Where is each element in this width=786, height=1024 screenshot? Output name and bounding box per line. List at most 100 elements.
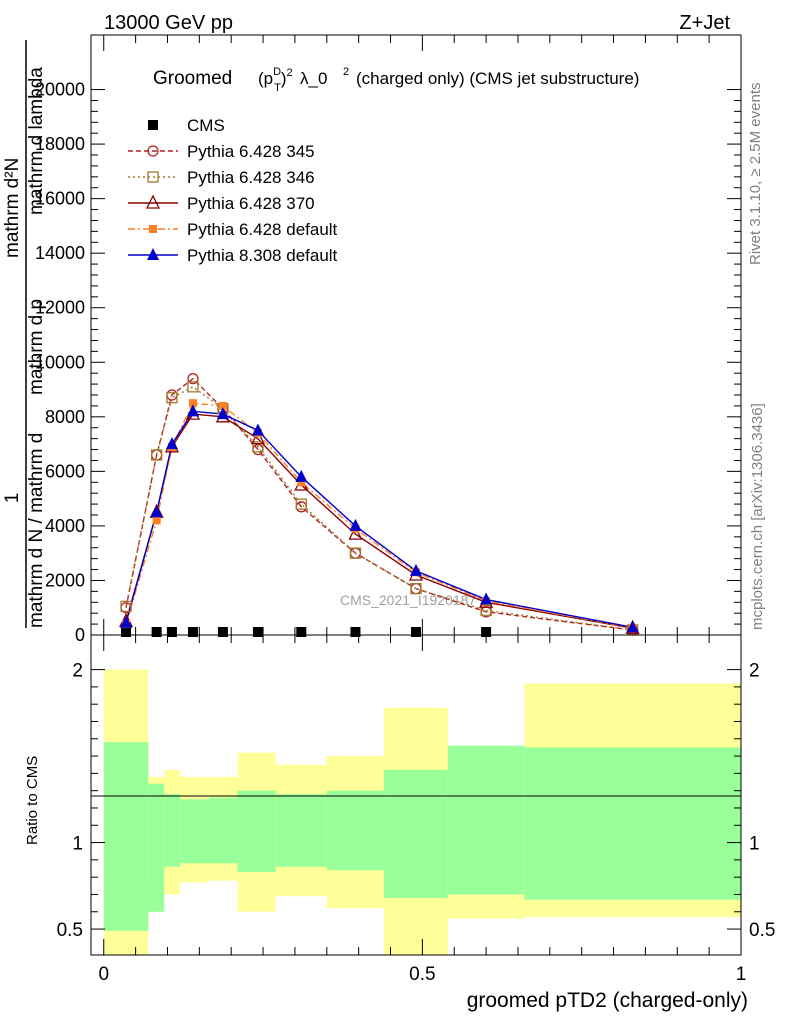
legend-label-p345: Pythia 6.428 345 — [187, 142, 315, 161]
ratio-inner-band — [384, 769, 448, 898]
watermark: CMS_2021_I1920187 — [340, 592, 476, 608]
title-mid: λ_0 — [300, 69, 327, 88]
header-left: 13000 GeV pp — [104, 12, 233, 34]
main-x-ticks — [103, 35, 742, 635]
ratio-y-tick-label: 2 — [72, 661, 83, 682]
ratio-x-axis: 0 0.5 1 — [98, 635, 746, 985]
p8-marker — [349, 518, 362, 531]
cms-marker — [121, 627, 132, 637]
p8-marker — [165, 437, 178, 450]
p346-marker — [252, 441, 264, 453]
x-tick-label: 1 — [736, 964, 747, 985]
cms-marker — [148, 120, 158, 130]
cms-marker — [151, 627, 162, 637]
title-ptd: (pD T)2 — [258, 66, 293, 94]
p346-marker — [120, 600, 132, 613]
p8-marker — [216, 407, 229, 420]
p8-marker — [295, 469, 308, 482]
y-tick-label: 18000 — [35, 134, 85, 154]
cms-marker — [217, 627, 228, 637]
ylabel-one: 1 — [2, 493, 23, 504]
pdef-marker — [297, 478, 306, 487]
legend-label-cms: CMS — [187, 116, 225, 135]
ratio-bands — [103, 669, 741, 955]
legend-label-p8: Pythia 8.308 default — [187, 246, 338, 265]
p8-marker — [150, 505, 163, 518]
ratio-y-tick-label: 1 — [72, 834, 83, 855]
p8-marker — [186, 404, 199, 417]
ratio-inner-band — [326, 790, 385, 871]
plot-title: Groomed (pD T)2 λ_0 2 (charged only) (CMS… — [153, 66, 639, 94]
p345-marker — [147, 145, 159, 157]
cms-marker — [187, 627, 198, 637]
y-tick-label: 14000 — [35, 243, 85, 263]
legend-label-p370: Pythia 6.428 370 — [187, 194, 315, 213]
p370-marker — [348, 525, 363, 540]
p370-marker — [250, 430, 266, 445]
ratio-inner-band — [275, 794, 327, 867]
x-tick-label: 0.5 — [409, 964, 435, 985]
p8-marker — [626, 620, 639, 633]
p370-marker — [145, 194, 161, 209]
cms-marker — [411, 627, 421, 637]
p346-marker — [480, 604, 492, 617]
p346-marker — [150, 449, 163, 461]
main-y-axis: 0 2000 4000 6000 8000 10000 12000 14000 16000 180… — [35, 80, 741, 645]
p346-marker — [295, 498, 307, 510]
title-suffix: (charged only) (CMS jet substructure) — [356, 69, 639, 88]
ratio-inner-band — [103, 742, 149, 931]
p346-line — [125, 385, 633, 631]
y-tick-label: 4000 — [45, 516, 85, 536]
ratio-inner-band — [148, 783, 165, 912]
legend-label-pdef: Pythia 6.428 default — [187, 220, 338, 239]
y-tick-label: 16000 — [35, 189, 85, 209]
x-tick-label: 0 — [98, 964, 109, 985]
y-tick-label: 12000 — [35, 298, 85, 318]
ratio-y-tick-label-right: 2 — [749, 661, 760, 682]
p346-marker — [410, 582, 422, 595]
p346-marker — [147, 171, 159, 183]
p345-marker — [187, 372, 199, 385]
legend: CMS Pythia 6.428 345 Pythia 6.428 346 Pythi… — [128, 116, 338, 265]
p8-marker — [410, 563, 422, 576]
p8-marker — [120, 615, 133, 628]
p346-marker — [166, 392, 178, 404]
p346-marker — [187, 381, 199, 393]
cms-marker — [252, 627, 263, 637]
side-top-label: Rivet 3.1.10, ≥ 2.5M events — [747, 83, 764, 266]
p8-marker — [480, 592, 493, 605]
title-prefix: Groomed — [153, 68, 232, 89]
ylabel-lambdatop: mathrm d lambda — [26, 67, 47, 215]
pdef-marker — [149, 225, 157, 233]
title-exp: 2 — [343, 66, 349, 78]
cms-marker — [481, 627, 492, 637]
p346-marker — [349, 547, 362, 559]
y-tick-label: 6000 — [45, 461, 85, 481]
y-tick-label: 10000 — [35, 352, 85, 372]
ratio-inner-band — [447, 745, 525, 895]
y-tick-label: 8000 — [45, 407, 85, 427]
ratio-inner-band — [180, 799, 209, 864]
ratio-y-tick-label-right: 1 — [749, 834, 760, 855]
legend-label-p346: Pythia 6.428 346 — [187, 168, 315, 187]
ylabel-line3: mathrm d N / mathrm d — [26, 433, 47, 628]
side-bottom-label: mcplots.cern.ch [arXiv:1306.3436] — [749, 403, 766, 630]
ratio-inner-band — [208, 797, 238, 864]
cms-marker — [166, 627, 177, 637]
x-axis-label: groomed pTD2 (charged-only) — [467, 989, 748, 1012]
ratio-inner-band — [164, 794, 181, 867]
pdef-marker — [188, 399, 197, 408]
pdef-marker — [152, 516, 161, 525]
ylabel-line2: mathrm d p — [26, 299, 47, 395]
y-tick-label: 20000 — [35, 80, 85, 100]
y-tick-label: 2000 — [45, 570, 85, 590]
p8-marker — [251, 423, 264, 436]
data-series — [118, 372, 640, 637]
ylabel-ntop: mathrm d²N — [2, 158, 23, 258]
header-right: Z+Jet — [679, 12, 730, 34]
p8-marker — [147, 248, 159, 260]
ratio-frame — [90, 634, 742, 956]
cms-marker — [350, 627, 361, 637]
pdef-marker — [218, 401, 227, 410]
